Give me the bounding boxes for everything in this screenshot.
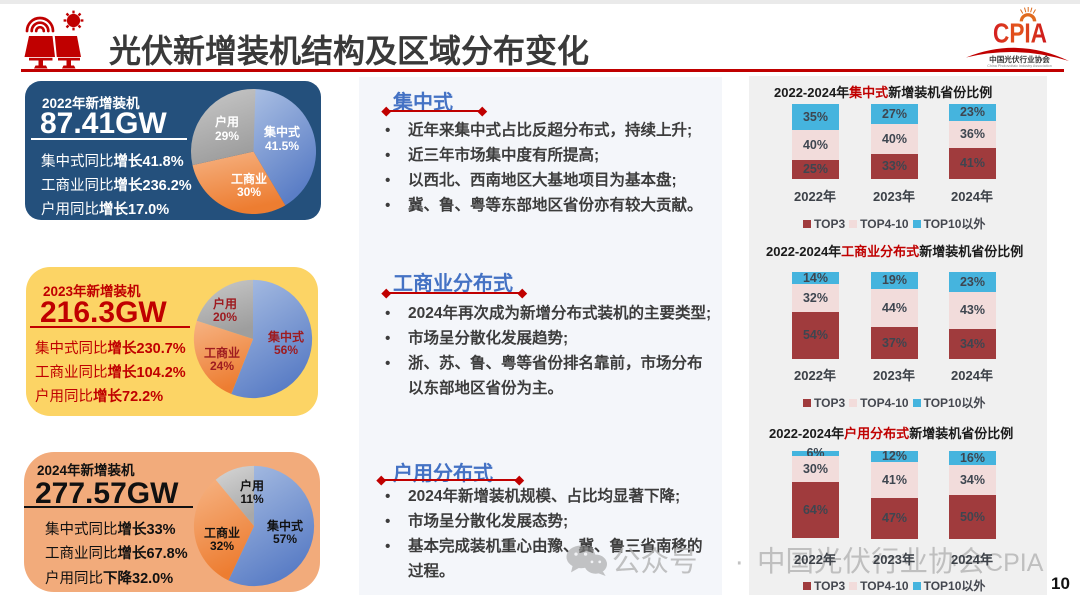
svg-text:中国光伏行业协会: 中国光伏行业协会 [989, 54, 1050, 64]
svg-text:China Photovoltaic Industry As: China Photovoltaic Industry Association [987, 64, 1052, 68]
svg-text:CPIA: CPIA [993, 16, 1047, 48]
